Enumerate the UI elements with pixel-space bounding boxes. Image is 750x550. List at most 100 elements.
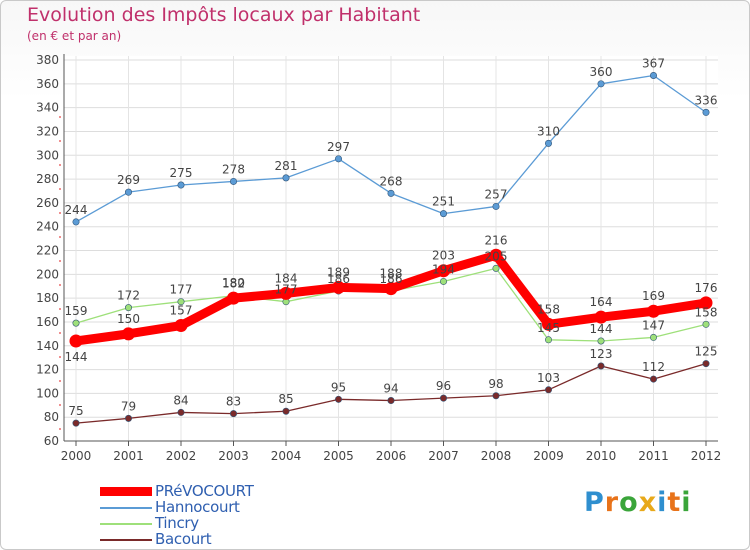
y-tick-label: 120 <box>36 363 59 377</box>
data-point <box>334 395 342 403</box>
data-point <box>387 397 395 405</box>
data-label: 184 <box>275 271 298 285</box>
data-label: 79 <box>121 399 136 413</box>
data-point <box>72 319 80 327</box>
data-point <box>332 280 345 294</box>
x-tick-label: 2005 <box>323 449 354 463</box>
x-tick-label: 2002 <box>166 449 197 463</box>
data-point <box>230 410 238 418</box>
data-point <box>544 336 552 344</box>
x-tick-label: 2012 <box>691 449 722 463</box>
proxiti-logo: Proxiti <box>584 487 692 518</box>
data-label: 310 <box>537 124 560 138</box>
data-point <box>597 80 605 88</box>
data-label: 177 <box>170 283 193 297</box>
data-point <box>437 264 450 278</box>
data-label: 216 <box>485 233 508 247</box>
data-point <box>72 419 80 427</box>
data-point <box>384 282 398 296</box>
data-point <box>387 189 395 197</box>
data-label: 297 <box>327 140 350 154</box>
data-label: 169 <box>642 289 665 303</box>
data-label: 147 <box>642 318 665 332</box>
data-point <box>72 218 80 226</box>
data-label: 268 <box>380 174 403 188</box>
data-label: 189 <box>327 265 350 279</box>
data-label: 150 <box>117 312 140 326</box>
legend-label: Hannocourt <box>155 498 240 516</box>
data-point <box>282 174 290 182</box>
data-point <box>122 327 135 341</box>
y-tick-label: 260 <box>36 196 59 210</box>
data-label: 172 <box>117 289 140 303</box>
y-tick-label: 200 <box>36 267 59 281</box>
data-label: 144 <box>590 322 613 336</box>
data-label: 94 <box>383 382 398 396</box>
y-tick-label: 280 <box>36 172 59 186</box>
data-label: 278 <box>222 162 245 176</box>
data-label: 257 <box>485 187 508 201</box>
y-tick-label: 220 <box>36 244 59 258</box>
legend-label: PRéVOCOURT <box>155 482 254 500</box>
y-tick-label: 140 <box>36 339 59 353</box>
data-label: 159 <box>65 304 88 318</box>
data-point <box>597 362 605 370</box>
data-point <box>492 392 500 400</box>
data-label: 275 <box>170 166 193 180</box>
data-label: 360 <box>590 65 613 79</box>
data-point <box>544 386 552 394</box>
legend-swatch <box>100 523 152 525</box>
logo-letter: i <box>681 487 692 518</box>
data-label: 125 <box>695 345 718 359</box>
logo-letter: t <box>667 487 682 518</box>
y-tick-label: 320 <box>36 124 59 138</box>
x-tick-label: 2011 <box>638 449 669 463</box>
y-tick-label: 340 <box>36 101 59 115</box>
data-label: 144 <box>65 350 88 364</box>
x-tick-label: 2001 <box>113 449 144 463</box>
data-point <box>594 310 608 324</box>
data-point <box>334 155 342 163</box>
data-point <box>699 296 713 310</box>
data-point <box>492 264 500 272</box>
data-label: 186 <box>380 272 403 286</box>
data-point <box>649 375 657 383</box>
data-point <box>647 304 660 318</box>
data-label: 95 <box>331 380 346 394</box>
data-label: 157 <box>170 304 193 318</box>
legend-swatch <box>100 487 152 496</box>
data-label: 269 <box>117 173 140 187</box>
data-label: 188 <box>380 267 403 281</box>
data-label: 158 <box>537 302 560 316</box>
x-tick-label: 2000 <box>61 449 92 463</box>
data-point <box>125 414 133 422</box>
data-point <box>282 407 290 415</box>
data-point <box>230 177 238 185</box>
y-tick-label: 100 <box>36 386 59 400</box>
data-label: 98 <box>488 377 503 391</box>
data-label: 164 <box>590 295 613 309</box>
y-tick-label: 60 <box>44 434 59 448</box>
data-label: 205 <box>485 249 508 263</box>
data-label: 158 <box>695 305 718 319</box>
x-tick-label: 2007 <box>428 449 459 463</box>
data-label: 281 <box>275 159 298 173</box>
x-tick-label: 2008 <box>481 449 512 463</box>
data-label: 177 <box>275 283 298 297</box>
data-label: 103 <box>537 371 560 385</box>
data-point <box>597 337 605 345</box>
legend-label: Tincry <box>155 514 199 532</box>
chart-title: Evolution des Impôts locaux par Habitant <box>27 4 421 26</box>
y-tick-label: 240 <box>36 220 59 234</box>
data-label: 251 <box>432 195 455 209</box>
y-tick-label: 360 <box>36 77 59 91</box>
data-point <box>439 394 447 402</box>
data-label: 180 <box>222 276 245 290</box>
data-point <box>489 248 503 262</box>
data-point <box>702 360 710 368</box>
data-label: 194 <box>432 262 455 276</box>
x-tick-label: 2009 <box>533 449 564 463</box>
data-point <box>649 333 657 341</box>
data-label: 83 <box>226 395 241 409</box>
